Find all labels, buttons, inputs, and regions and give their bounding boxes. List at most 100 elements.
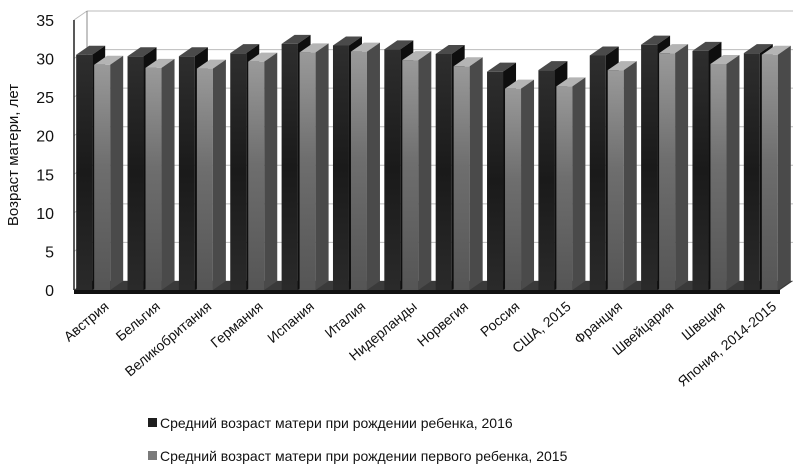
bar-side <box>366 42 380 290</box>
y-tick-label: 30 <box>36 52 54 69</box>
bar-top <box>538 61 568 71</box>
bar-side <box>521 79 535 291</box>
bar-top <box>127 47 157 57</box>
x-tick-label: Великобритания <box>122 298 215 379</box>
bar <box>710 54 740 290</box>
bar-top <box>487 62 517 72</box>
bar-front <box>453 66 470 291</box>
bar-side <box>212 59 226 290</box>
bar-front <box>607 70 624 291</box>
bar-top <box>435 44 465 54</box>
legend: Средний возраст матери при рождении ребе… <box>148 415 568 464</box>
legend-label: Средний возраст матери при рождении перв… <box>160 448 568 464</box>
bar-side <box>418 51 432 290</box>
bar-top <box>607 61 637 71</box>
bar-front <box>487 71 504 290</box>
bar <box>402 51 432 290</box>
y-tick-label: 15 <box>36 167 54 184</box>
bar-side <box>675 44 689 290</box>
bar-side <box>572 77 586 290</box>
bar-front <box>281 43 298 290</box>
bar-front <box>230 53 247 290</box>
bar-front <box>94 64 111 290</box>
x-tick-label: Бельгия <box>112 298 162 344</box>
bar-top <box>710 54 740 64</box>
bar-front <box>556 86 573 290</box>
bar-top <box>659 44 689 54</box>
bar-top <box>402 51 432 61</box>
bar-front <box>641 44 658 290</box>
x-tick-label: Норвегия <box>414 298 471 350</box>
bar <box>505 79 535 291</box>
bars-layer <box>76 34 791 291</box>
bar <box>299 43 329 291</box>
bar-top <box>230 44 260 54</box>
legend-item: Средний возраст матери при рождении перв… <box>148 448 568 464</box>
legend-swatch <box>148 451 157 460</box>
bar-top <box>76 45 106 55</box>
y-axis-ticks: 0 5 10 15 20 25 30 35 <box>36 13 54 300</box>
bar-side <box>161 58 175 291</box>
bar-side <box>623 61 637 291</box>
bar-front <box>692 50 709 290</box>
x-tick-label: Австрия <box>61 298 112 344</box>
bar-top <box>453 57 483 67</box>
bar-top <box>178 47 208 57</box>
bar-front <box>145 67 162 290</box>
bar-top <box>556 77 586 87</box>
bar-top <box>743 44 773 54</box>
bar-front <box>761 54 778 290</box>
bar-front <box>127 56 144 290</box>
bar-top <box>196 59 226 69</box>
x-tick-label: Япония, 2014-2015 <box>674 298 779 390</box>
bar-top <box>299 43 329 53</box>
y-axis-title: Возраст матери, лет <box>5 84 22 226</box>
bar-top <box>384 40 414 50</box>
bar <box>94 55 124 290</box>
gridline-side <box>73 10 88 21</box>
bar-front <box>332 45 349 291</box>
bar-top <box>281 34 311 44</box>
x-tick-label: Италия <box>322 298 369 341</box>
y-tick-label: 0 <box>45 283 54 300</box>
bar-front <box>659 53 676 290</box>
bar-front <box>402 60 419 290</box>
bar-front <box>299 52 316 291</box>
bar-front <box>248 61 265 291</box>
bar-side <box>777 45 791 290</box>
y-tick-label: 10 <box>36 206 54 223</box>
y-tick-label: 35 <box>36 13 54 30</box>
bar-front <box>350 51 367 290</box>
y-tick-label: 20 <box>36 129 54 146</box>
bar-front <box>710 63 727 290</box>
bar-front <box>743 53 760 290</box>
bar-top <box>145 58 175 68</box>
bar-front <box>196 68 213 290</box>
bar-top <box>589 46 619 56</box>
x-tick-label: Россия <box>477 298 522 340</box>
bar-top <box>94 55 124 65</box>
bar-top <box>692 41 722 51</box>
legend-label: Средний возраст матери при рождении ребе… <box>160 415 513 431</box>
bar-top <box>350 42 380 52</box>
bar-front <box>178 56 195 290</box>
bar-front <box>435 53 452 290</box>
bar-front <box>538 70 555 291</box>
legend-item: Средний возраст матери при рождении ребе… <box>148 415 513 431</box>
x-tick-label: Швеция <box>678 298 728 343</box>
bar <box>248 52 278 291</box>
bar-front <box>384 49 401 290</box>
bar-front <box>76 54 93 290</box>
bar <box>659 44 689 290</box>
bar-side <box>264 52 278 291</box>
bar-side <box>315 43 329 291</box>
y-tick-label: 5 <box>45 244 54 261</box>
bar <box>196 59 226 290</box>
bar <box>761 45 791 290</box>
bar-top <box>505 79 535 89</box>
bar <box>350 42 380 290</box>
bar-side <box>469 57 483 291</box>
bar-side <box>110 55 124 290</box>
